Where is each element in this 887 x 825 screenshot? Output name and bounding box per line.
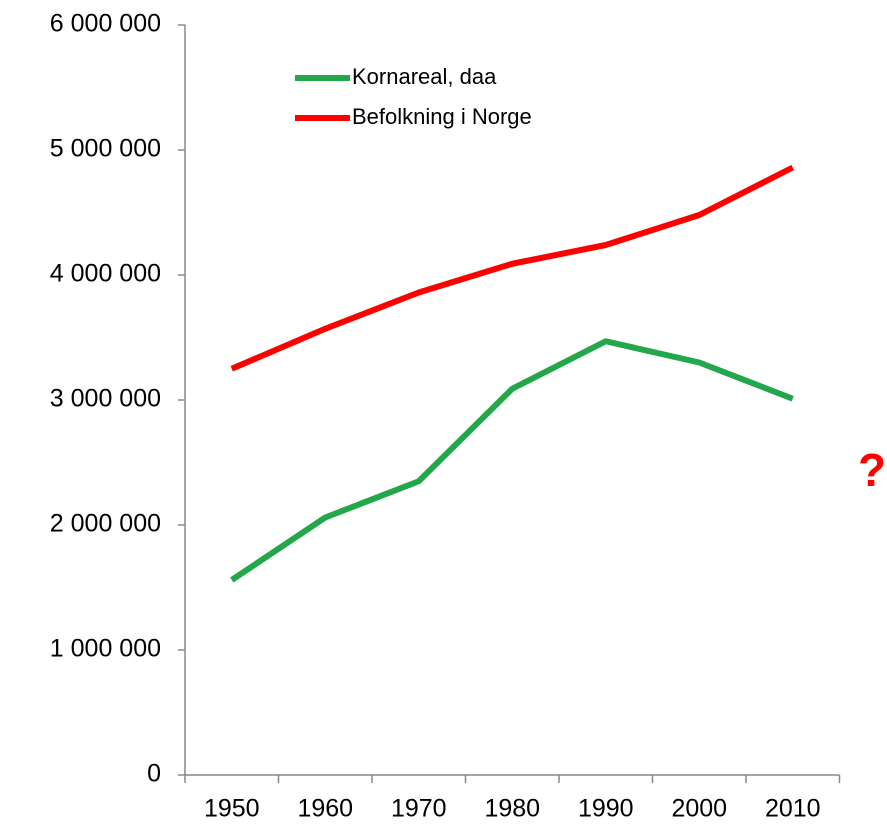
x-tick-label: 2000 (671, 795, 727, 823)
legend-label: Kornareal, daa (352, 64, 497, 89)
series-line (230, 164, 795, 372)
annotation: ? (858, 444, 886, 496)
y-tick-label: 4 000 000 (50, 260, 161, 288)
y-tick-label: 5 000 000 (50, 135, 161, 163)
y-tick-label: 0 (147, 760, 161, 788)
x-tick-label: 1970 (391, 795, 447, 823)
y-tick-label: 1 000 000 (50, 635, 161, 663)
legend-label: Befolkning i Norge (352, 104, 532, 129)
y-tick-label: 6 000 000 (50, 10, 161, 38)
y-tick-label: 2 000 000 (50, 510, 161, 538)
x-tick-label: 1960 (297, 795, 353, 823)
y-tick-label: 3 000 000 (50, 385, 161, 413)
x-tick-label: 1980 (484, 795, 540, 823)
series-line (230, 338, 794, 583)
x-tick-label: 2010 (765, 795, 821, 823)
x-tick-label: 1990 (578, 795, 634, 823)
x-tick-label: 1950 (204, 795, 260, 823)
